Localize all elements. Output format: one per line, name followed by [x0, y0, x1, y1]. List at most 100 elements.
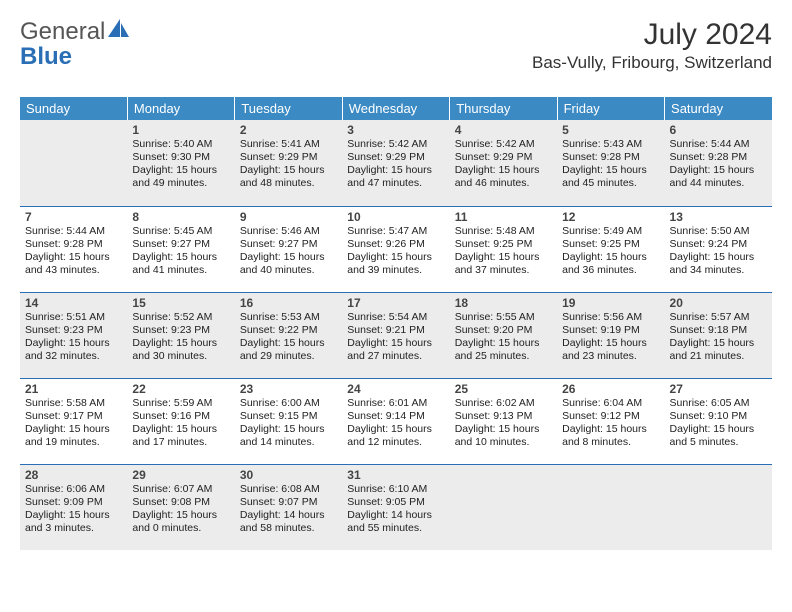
day-number: 1 — [132, 123, 229, 137]
day-number: 4 — [455, 123, 552, 137]
day-cell: 3Sunrise: 5:42 AMSunset: 9:29 PMDaylight… — [342, 120, 449, 206]
day-number: 12 — [562, 210, 659, 224]
day-details: Sunrise: 5:44 AMSunset: 9:28 PMDaylight:… — [25, 225, 122, 278]
sunrise-line: Sunrise: 5:55 AM — [455, 311, 552, 324]
day-number: 18 — [455, 296, 552, 310]
sunset-line: Sunset: 9:23 PM — [25, 324, 122, 337]
sunset-line: Sunset: 9:29 PM — [347, 151, 444, 164]
day-number: 26 — [562, 382, 659, 396]
day-cell: 13Sunrise: 5:50 AMSunset: 9:24 PMDayligh… — [665, 206, 772, 292]
day-number: 31 — [347, 468, 444, 482]
day-details: Sunrise: 5:46 AMSunset: 9:27 PMDaylight:… — [240, 225, 337, 278]
day-cell: 14Sunrise: 5:51 AMSunset: 9:23 PMDayligh… — [20, 292, 127, 378]
sunrise-line: Sunrise: 6:05 AM — [670, 397, 767, 410]
day-cell: 23Sunrise: 6:00 AMSunset: 9:15 PMDayligh… — [235, 378, 342, 464]
day-cell: 15Sunrise: 5:52 AMSunset: 9:23 PMDayligh… — [127, 292, 234, 378]
day-details: Sunrise: 5:58 AMSunset: 9:17 PMDaylight:… — [25, 397, 122, 450]
sunrise-line: Sunrise: 5:40 AM — [132, 138, 229, 151]
day-cell: 19Sunrise: 5:56 AMSunset: 9:19 PMDayligh… — [557, 292, 664, 378]
day-cell: 27Sunrise: 6:05 AMSunset: 9:10 PMDayligh… — [665, 378, 772, 464]
day-cell: 6Sunrise: 5:44 AMSunset: 9:28 PMDaylight… — [665, 120, 772, 206]
daylight-line: Daylight: 14 hours and 55 minutes. — [347, 509, 444, 535]
weekday-header: Friday — [557, 97, 664, 120]
day-details: Sunrise: 5:56 AMSunset: 9:19 PMDaylight:… — [562, 311, 659, 364]
day-number: 13 — [670, 210, 767, 224]
sunset-line: Sunset: 9:20 PM — [455, 324, 552, 337]
day-number: 9 — [240, 210, 337, 224]
day-cell: 17Sunrise: 5:54 AMSunset: 9:21 PMDayligh… — [342, 292, 449, 378]
sunrise-line: Sunrise: 6:02 AM — [455, 397, 552, 410]
day-cell: 7Sunrise: 5:44 AMSunset: 9:28 PMDaylight… — [20, 206, 127, 292]
daylight-line: Daylight: 15 hours and 39 minutes. — [347, 251, 444, 277]
month-title: July 2024 — [532, 18, 772, 51]
weekday-header-row: Sunday Monday Tuesday Wednesday Thursday… — [20, 97, 772, 120]
sunrise-line: Sunrise: 5:58 AM — [25, 397, 122, 410]
daylight-line: Daylight: 15 hours and 5 minutes. — [670, 423, 767, 449]
daylight-line: Daylight: 15 hours and 23 minutes. — [562, 337, 659, 363]
day-details: Sunrise: 5:51 AMSunset: 9:23 PMDaylight:… — [25, 311, 122, 364]
day-details: Sunrise: 5:54 AMSunset: 9:21 PMDaylight:… — [347, 311, 444, 364]
sunrise-line: Sunrise: 5:51 AM — [25, 311, 122, 324]
logo: General — [20, 18, 130, 46]
sunset-line: Sunset: 9:26 PM — [347, 238, 444, 251]
day-cell: 10Sunrise: 5:47 AMSunset: 9:26 PMDayligh… — [342, 206, 449, 292]
sunrise-line: Sunrise: 6:08 AM — [240, 483, 337, 496]
day-details: Sunrise: 5:45 AMSunset: 9:27 PMDaylight:… — [132, 225, 229, 278]
day-details: Sunrise: 5:40 AMSunset: 9:30 PMDaylight:… — [132, 138, 229, 191]
daylight-line: Daylight: 15 hours and 27 minutes. — [347, 337, 444, 363]
day-details: Sunrise: 5:44 AMSunset: 9:28 PMDaylight:… — [670, 138, 767, 191]
calendar-page: General July 2024 Bas-Vully, Fribourg, S… — [0, 0, 792, 566]
sunrise-line: Sunrise: 6:00 AM — [240, 397, 337, 410]
day-number: 2 — [240, 123, 337, 137]
weekday-header: Monday — [127, 97, 234, 120]
day-number: 6 — [670, 123, 767, 137]
weekday-header: Saturday — [665, 97, 772, 120]
day-cell: 11Sunrise: 5:48 AMSunset: 9:25 PMDayligh… — [450, 206, 557, 292]
weekday-header: Wednesday — [342, 97, 449, 120]
day-details: Sunrise: 5:52 AMSunset: 9:23 PMDaylight:… — [132, 311, 229, 364]
sunset-line: Sunset: 9:13 PM — [455, 410, 552, 423]
sunset-line: Sunset: 9:21 PM — [347, 324, 444, 337]
day-details: Sunrise: 6:10 AMSunset: 9:05 PMDaylight:… — [347, 483, 444, 536]
day-number: 14 — [25, 296, 122, 310]
day-cell: 12Sunrise: 5:49 AMSunset: 9:25 PMDayligh… — [557, 206, 664, 292]
sunset-line: Sunset: 9:27 PM — [132, 238, 229, 251]
day-cell: 25Sunrise: 6:02 AMSunset: 9:13 PMDayligh… — [450, 378, 557, 464]
week-row: 28Sunrise: 6:06 AMSunset: 9:09 PMDayligh… — [20, 464, 772, 550]
day-details: Sunrise: 6:05 AMSunset: 9:10 PMDaylight:… — [670, 397, 767, 450]
sunset-line: Sunset: 9:23 PM — [132, 324, 229, 337]
sunset-line: Sunset: 9:17 PM — [25, 410, 122, 423]
sunset-line: Sunset: 9:30 PM — [132, 151, 229, 164]
day-details: Sunrise: 6:08 AMSunset: 9:07 PMDaylight:… — [240, 483, 337, 536]
sunset-line: Sunset: 9:16 PM — [132, 410, 229, 423]
day-details: Sunrise: 5:49 AMSunset: 9:25 PMDaylight:… — [562, 225, 659, 278]
sunrise-line: Sunrise: 5:59 AM — [132, 397, 229, 410]
week-row: 7Sunrise: 5:44 AMSunset: 9:28 PMDaylight… — [20, 206, 772, 292]
day-number: 23 — [240, 382, 337, 396]
day-cell: 24Sunrise: 6:01 AMSunset: 9:14 PMDayligh… — [342, 378, 449, 464]
sunrise-line: Sunrise: 5:47 AM — [347, 225, 444, 238]
daylight-line: Daylight: 15 hours and 45 minutes. — [562, 164, 659, 190]
day-cell: 21Sunrise: 5:58 AMSunset: 9:17 PMDayligh… — [20, 378, 127, 464]
sunrise-line: Sunrise: 5:56 AM — [562, 311, 659, 324]
day-number: 11 — [455, 210, 552, 224]
day-details: Sunrise: 5:48 AMSunset: 9:25 PMDaylight:… — [455, 225, 552, 278]
day-number: 27 — [670, 382, 767, 396]
daylight-line: Daylight: 15 hours and 32 minutes. — [25, 337, 122, 363]
sunset-line: Sunset: 9:25 PM — [455, 238, 552, 251]
sunrise-line: Sunrise: 5:54 AM — [347, 311, 444, 324]
daylight-line: Daylight: 15 hours and 21 minutes. — [670, 337, 767, 363]
sunrise-line: Sunrise: 5:44 AM — [25, 225, 122, 238]
day-cell: 1Sunrise: 5:40 AMSunset: 9:30 PMDaylight… — [127, 120, 234, 206]
sunrise-line: Sunrise: 5:46 AM — [240, 225, 337, 238]
daylight-line: Daylight: 15 hours and 8 minutes. — [562, 423, 659, 449]
day-cell: 18Sunrise: 5:55 AMSunset: 9:20 PMDayligh… — [450, 292, 557, 378]
day-number: 29 — [132, 468, 229, 482]
day-number: 8 — [132, 210, 229, 224]
logo-word-2: Blue — [20, 43, 72, 70]
day-details: Sunrise: 5:55 AMSunset: 9:20 PMDaylight:… — [455, 311, 552, 364]
daylight-line: Daylight: 15 hours and 49 minutes. — [132, 164, 229, 190]
day-cell: 28Sunrise: 6:06 AMSunset: 9:09 PMDayligh… — [20, 464, 127, 550]
daylight-line: Daylight: 15 hours and 19 minutes. — [25, 423, 122, 449]
daylight-line: Daylight: 15 hours and 10 minutes. — [455, 423, 552, 449]
